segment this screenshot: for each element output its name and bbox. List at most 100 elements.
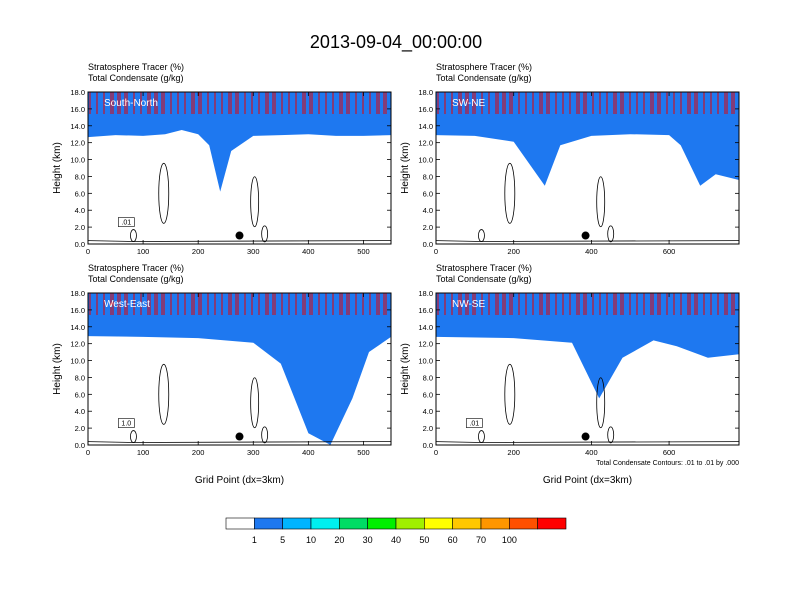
x-tick-label: 0 [86,448,90,457]
colorbar-swatch [310,517,340,530]
colorbar-label: 40 [391,535,401,545]
contour-label: 1.0 [121,421,131,428]
y-axis-label: Height (km) [52,343,63,395]
y-tick-label: 12.0 [418,139,433,148]
y-tick-label: 8.0 [75,373,85,382]
contour-label-box [465,418,483,428]
y-tick-label: 4.0 [423,206,433,215]
x-tick-label: 400 [585,448,598,457]
condensate-contour [596,377,606,429]
tracer-field [436,293,739,444]
x-tick-label: 400 [585,247,598,256]
y-axis-label: Height (km) [400,142,411,194]
y-axis-label: Height (km) [52,142,63,194]
y-tick-label: 0.0 [423,240,433,249]
footnote: Total Condensate Contours: .01 to .01 by… [596,460,739,467]
x-tick-label: 100 [137,448,150,457]
y-tick-label: 2.0 [75,424,85,433]
y-tick-label: 10.0 [70,156,85,165]
terrain-line [88,441,391,443]
plot-frame [435,292,740,446]
terrain-line [88,240,391,242]
y-tick-label: 2.0 [423,424,433,433]
y-tick-label: 18.0 [70,289,85,298]
x-tick-label: 200 [507,247,520,256]
y-tick-label: 0.0 [423,441,433,450]
condensate-contour [504,363,516,425]
colorbar-swatch [509,517,538,530]
x-tick-label: 500 [357,448,370,457]
panel-name: NW-SE [452,299,485,310]
location-marker [235,432,244,441]
condensate-contour [250,377,260,429]
colorbar-label: 5 [280,535,285,545]
panel-name: South-North [104,98,158,109]
colorbar-label: 70 [476,535,486,545]
y-tick-label: 8.0 [423,373,433,382]
tracer-band-10 [88,293,391,445]
y-tick-label: 4.0 [75,206,85,215]
condensate-contour [261,426,269,444]
y-tick-label: 18.0 [418,88,433,97]
y-tick-label: 14.0 [418,323,433,332]
y-tick-label: 18.0 [70,88,85,97]
panel-south-north [87,91,392,245]
tracer-band-10 [436,92,739,186]
terrain-line [436,441,739,443]
y-tick-label: 4.0 [75,407,85,416]
colorbar-swatch [537,517,567,530]
y-tick-label: 16.0 [70,306,85,315]
contour-label: .01 [469,421,479,428]
x-tick-label: 0 [434,247,438,256]
panel-name: West-East [104,299,150,310]
panel-title-line2: Total Condensate (g/kg) [436,73,532,83]
location-marker [235,231,244,240]
condensate-contour [607,225,615,243]
condensate-contour [158,162,170,224]
y-tick-label: 8.0 [75,172,85,181]
panel-title-line2: Total Condensate (g/kg) [436,274,532,284]
y-tick-label: 6.0 [423,390,433,399]
condensate-contour [158,363,170,425]
y-tick-label: 2.0 [423,223,433,232]
x-tick-label: 600 [663,448,676,457]
colorbar-swatch [367,517,397,530]
colorbar-label: 30 [363,535,373,545]
y-tick-label: 6.0 [423,189,433,198]
colorbar-label: 60 [448,535,458,545]
colorbar-label: 100 [502,535,517,545]
panel-west-east [87,292,392,446]
panel-title-line1: Stratosphere Tracer (%) [436,263,532,273]
colorbar-swatch [225,517,255,530]
y-tick-label: 6.0 [75,189,85,198]
y-tick-label: 6.0 [75,390,85,399]
colorbar-swatch [424,517,453,530]
colorbar-swatch [282,517,312,530]
colorbar-label: 1 [252,535,257,545]
terrain-line [436,240,739,242]
panel-title-line1: Stratosphere Tracer (%) [436,62,532,72]
panel-name: SW-NE [452,98,485,109]
y-tick-label: 14.0 [70,122,85,131]
x-tick-label: 200 [192,448,205,457]
y-tick-label: 16.0 [418,105,433,114]
panel-title-line2: Total Condensate (g/kg) [88,274,184,284]
location-marker [581,432,590,441]
tracer-band-10 [436,293,739,399]
y-tick-label: 18.0 [418,289,433,298]
x-tick-label: 300 [247,448,260,457]
colorbar-swatch [452,517,482,530]
y-tick-label: 0.0 [75,240,85,249]
figure-title: 2013-09-04_00:00:00 [309,32,483,52]
x-tick-label: 0 [434,448,438,457]
y-tick-label: 12.0 [70,139,85,148]
plot-frame [435,91,740,245]
condensate-contour [504,162,516,224]
y-axis-label: Height (km) [400,343,411,395]
x-tick-label: 400 [302,448,315,457]
y-tick-label: 8.0 [423,172,433,181]
x-tick-label: 300 [247,247,260,256]
contour-label-box [118,418,135,428]
y-tick-label: 12.0 [418,340,433,349]
